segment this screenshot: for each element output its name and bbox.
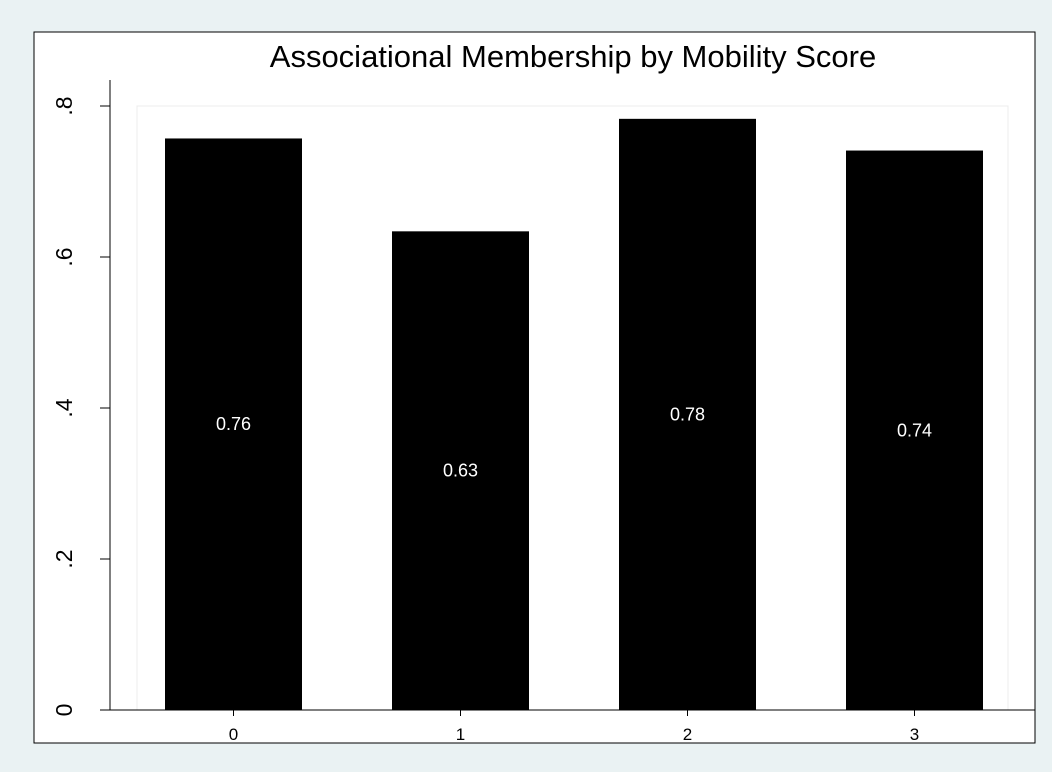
bars-layer [165,118,983,711]
y-tick-label-0: 0 [51,704,77,717]
bar-1 [392,231,529,710]
y-axis: 0 .2 .4 .6 .8 [51,80,111,717]
bar-2 [619,118,756,710]
x-tick-label-1: 1 [456,725,465,744]
bar-value-label-3: 0.74 [897,420,932,440]
bar-value-label-1: 0.63 [443,461,478,481]
bar-3 [846,150,983,711]
bar-value-label-0: 0.76 [216,414,251,434]
chart-title: Associational Membership by Mobility Sco… [270,39,876,74]
x-tick-label-3: 3 [910,725,919,744]
y-tick-label-.4: .4 [51,398,77,417]
y-tick-label-.2: .2 [51,549,77,568]
x-tick-label-0: 0 [229,725,238,744]
x-tick-label-2: 2 [683,725,692,744]
bar-value-label-2: 0.78 [670,404,705,424]
value-labels-layer: 0.76 0.63 0.78 0.74 [216,404,932,480]
bar-0 [165,138,302,711]
y-tick-label-.6: .6 [51,247,77,266]
x-axis: 0 1 2 3 [110,709,1035,744]
y-tick-label-.8: .8 [51,96,77,115]
